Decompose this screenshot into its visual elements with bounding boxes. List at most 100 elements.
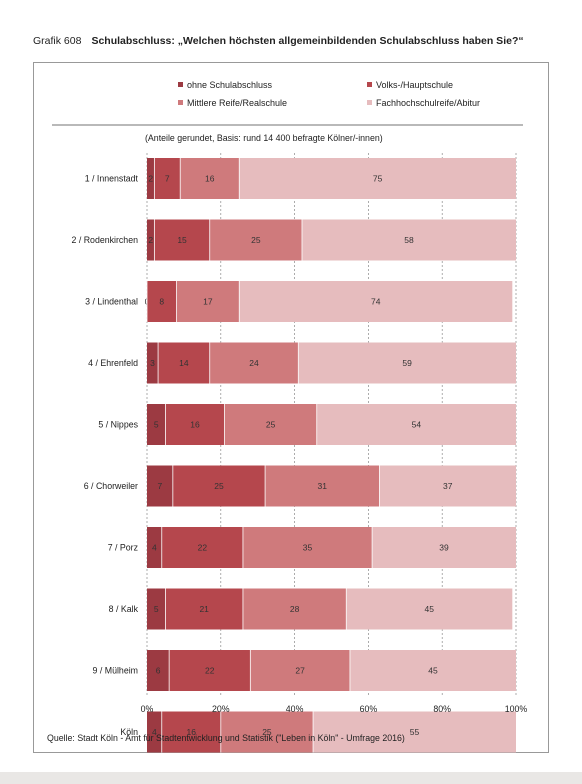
bar-segment <box>147 465 173 507</box>
segment-value-label: 25 <box>251 235 261 245</box>
bar-segment <box>239 281 513 322</box>
segment-value-label: 25 <box>262 727 272 737</box>
bar-segment <box>209 219 302 261</box>
legend-swatch <box>367 100 372 105</box>
bar-segment <box>147 527 162 568</box>
bar-segment <box>224 404 317 445</box>
segment-value-label: 31 <box>318 481 328 491</box>
segment-value-label: 74 <box>371 297 381 307</box>
bar-segment <box>372 527 516 568</box>
bar-segment <box>147 404 166 445</box>
bar-segment <box>379 465 516 507</box>
bar-segment <box>209 342 299 384</box>
segment-value-label: 2 <box>148 235 153 245</box>
segment-value-label: 45 <box>428 666 438 676</box>
category-label: 5 / Nippes <box>98 420 138 430</box>
segment-value-label: 4 <box>152 543 157 553</box>
bar-segment <box>147 650 170 691</box>
figure-number: Grafik 608 <box>33 35 82 47</box>
bar-segment <box>161 527 243 568</box>
bar-segment <box>313 711 516 753</box>
bar-segment <box>250 650 350 691</box>
sample-note: (Anteile gerundet, Basis: rund 14 400 be… <box>145 133 383 143</box>
bar-segment <box>147 342 159 384</box>
bar-segment <box>242 588 347 630</box>
x-tick-label: 20% <box>212 704 230 714</box>
segment-value-label: 24 <box>249 358 259 368</box>
segment-value-label: 5 <box>154 420 159 430</box>
x-tick-label: 40% <box>286 704 304 714</box>
legend-swatch <box>367 82 372 87</box>
page-bottom-band <box>0 772 582 784</box>
bar-segment <box>165 588 243 630</box>
segment-value-label: 28 <box>290 604 300 614</box>
bar-segment <box>147 281 177 322</box>
bar-segment <box>154 158 181 199</box>
x-tick-label: 100% <box>505 704 528 714</box>
segment-value-label: 2 <box>148 174 153 184</box>
segment-value-label: 35 <box>303 543 313 553</box>
legend-label: Volks-/Hauptschule <box>376 80 453 90</box>
segment-value-label: 8 <box>159 297 164 307</box>
legend-swatch <box>178 100 183 105</box>
bar-segment <box>161 711 221 753</box>
bar-segment <box>172 465 266 507</box>
segment-value-label: 16 <box>205 174 215 184</box>
bar-segment <box>165 404 225 445</box>
category-label: 8 / Kalk <box>109 604 139 614</box>
chart-title: Grafik 608 Schulabschluss: „Welchen höchs… <box>33 35 524 47</box>
category-label: 4 / Ehrenfeld <box>88 358 138 368</box>
segment-value-label: 25 <box>214 481 224 491</box>
segment-value-label: 25 <box>266 420 276 430</box>
category-label: 1 / Innenstadt <box>85 174 139 184</box>
segment-value-label: 5 <box>154 604 159 614</box>
category-label: 9 / Mülheim <box>93 666 138 676</box>
bar-segment <box>242 527 373 568</box>
bar-segment <box>265 465 380 507</box>
segment-value-label: 7 <box>158 481 163 491</box>
segment-value-label: 3 <box>150 358 155 368</box>
category-label: 2 / Rodenkirchen <box>71 235 138 245</box>
bar-segment <box>158 342 210 384</box>
segment-value-label: 37 <box>443 481 453 491</box>
segment-value-label: 59 <box>402 358 412 368</box>
legend-label: Mittlere Reife/Realschule <box>187 98 287 108</box>
segment-value-label: 15 <box>177 235 187 245</box>
bar-segment <box>220 711 314 753</box>
category-label: 7 / Porz <box>108 543 138 553</box>
bar-segment <box>316 404 516 445</box>
segment-value-label: 16 <box>187 727 197 737</box>
legend-label: Fachhochschulreife/Abitur <box>376 98 480 108</box>
x-tick-label: 80% <box>433 704 451 714</box>
segment-value-label: 21 <box>199 604 209 614</box>
bar-segment <box>147 588 166 630</box>
category-label: 3 / Lindenthal <box>85 297 138 307</box>
segment-value-label: 58 <box>404 235 414 245</box>
segment-value-label: 45 <box>425 604 435 614</box>
segment-value-label: 6 <box>156 666 161 676</box>
segment-value-label: 14 <box>179 358 189 368</box>
segment-value-label: 4 <box>152 727 157 737</box>
legend-label: ohne Schulabschluss <box>187 80 273 90</box>
bar-segment <box>180 158 240 199</box>
x-tick-label: 0% <box>141 704 154 714</box>
bar-segment <box>176 281 240 322</box>
bar-segment <box>169 650 251 691</box>
source-note: Quelle: Stadt Köln - Amt für Stadtentwic… <box>47 733 405 743</box>
segment-value-label: 7 <box>165 174 170 184</box>
segment-value-label: 39 <box>439 543 449 553</box>
segment-value-label: 75 <box>373 174 383 184</box>
bar-segment <box>346 588 513 630</box>
bar-segment <box>349 650 516 691</box>
figure-title: Schulabschluss: „Welchen höchsten allgem… <box>91 35 524 47</box>
bar-segment <box>301 219 516 261</box>
bar-segment <box>154 219 210 261</box>
segment-value-label: 22 <box>198 543 208 553</box>
category-label: Köln <box>120 727 138 737</box>
segment-value-label: 55 <box>410 727 420 737</box>
segment-value-label: 27 <box>295 666 305 676</box>
bar-segment <box>239 158 516 199</box>
segment-value-label: 22 <box>205 666 215 676</box>
segment-value-label: 16 <box>190 420 200 430</box>
